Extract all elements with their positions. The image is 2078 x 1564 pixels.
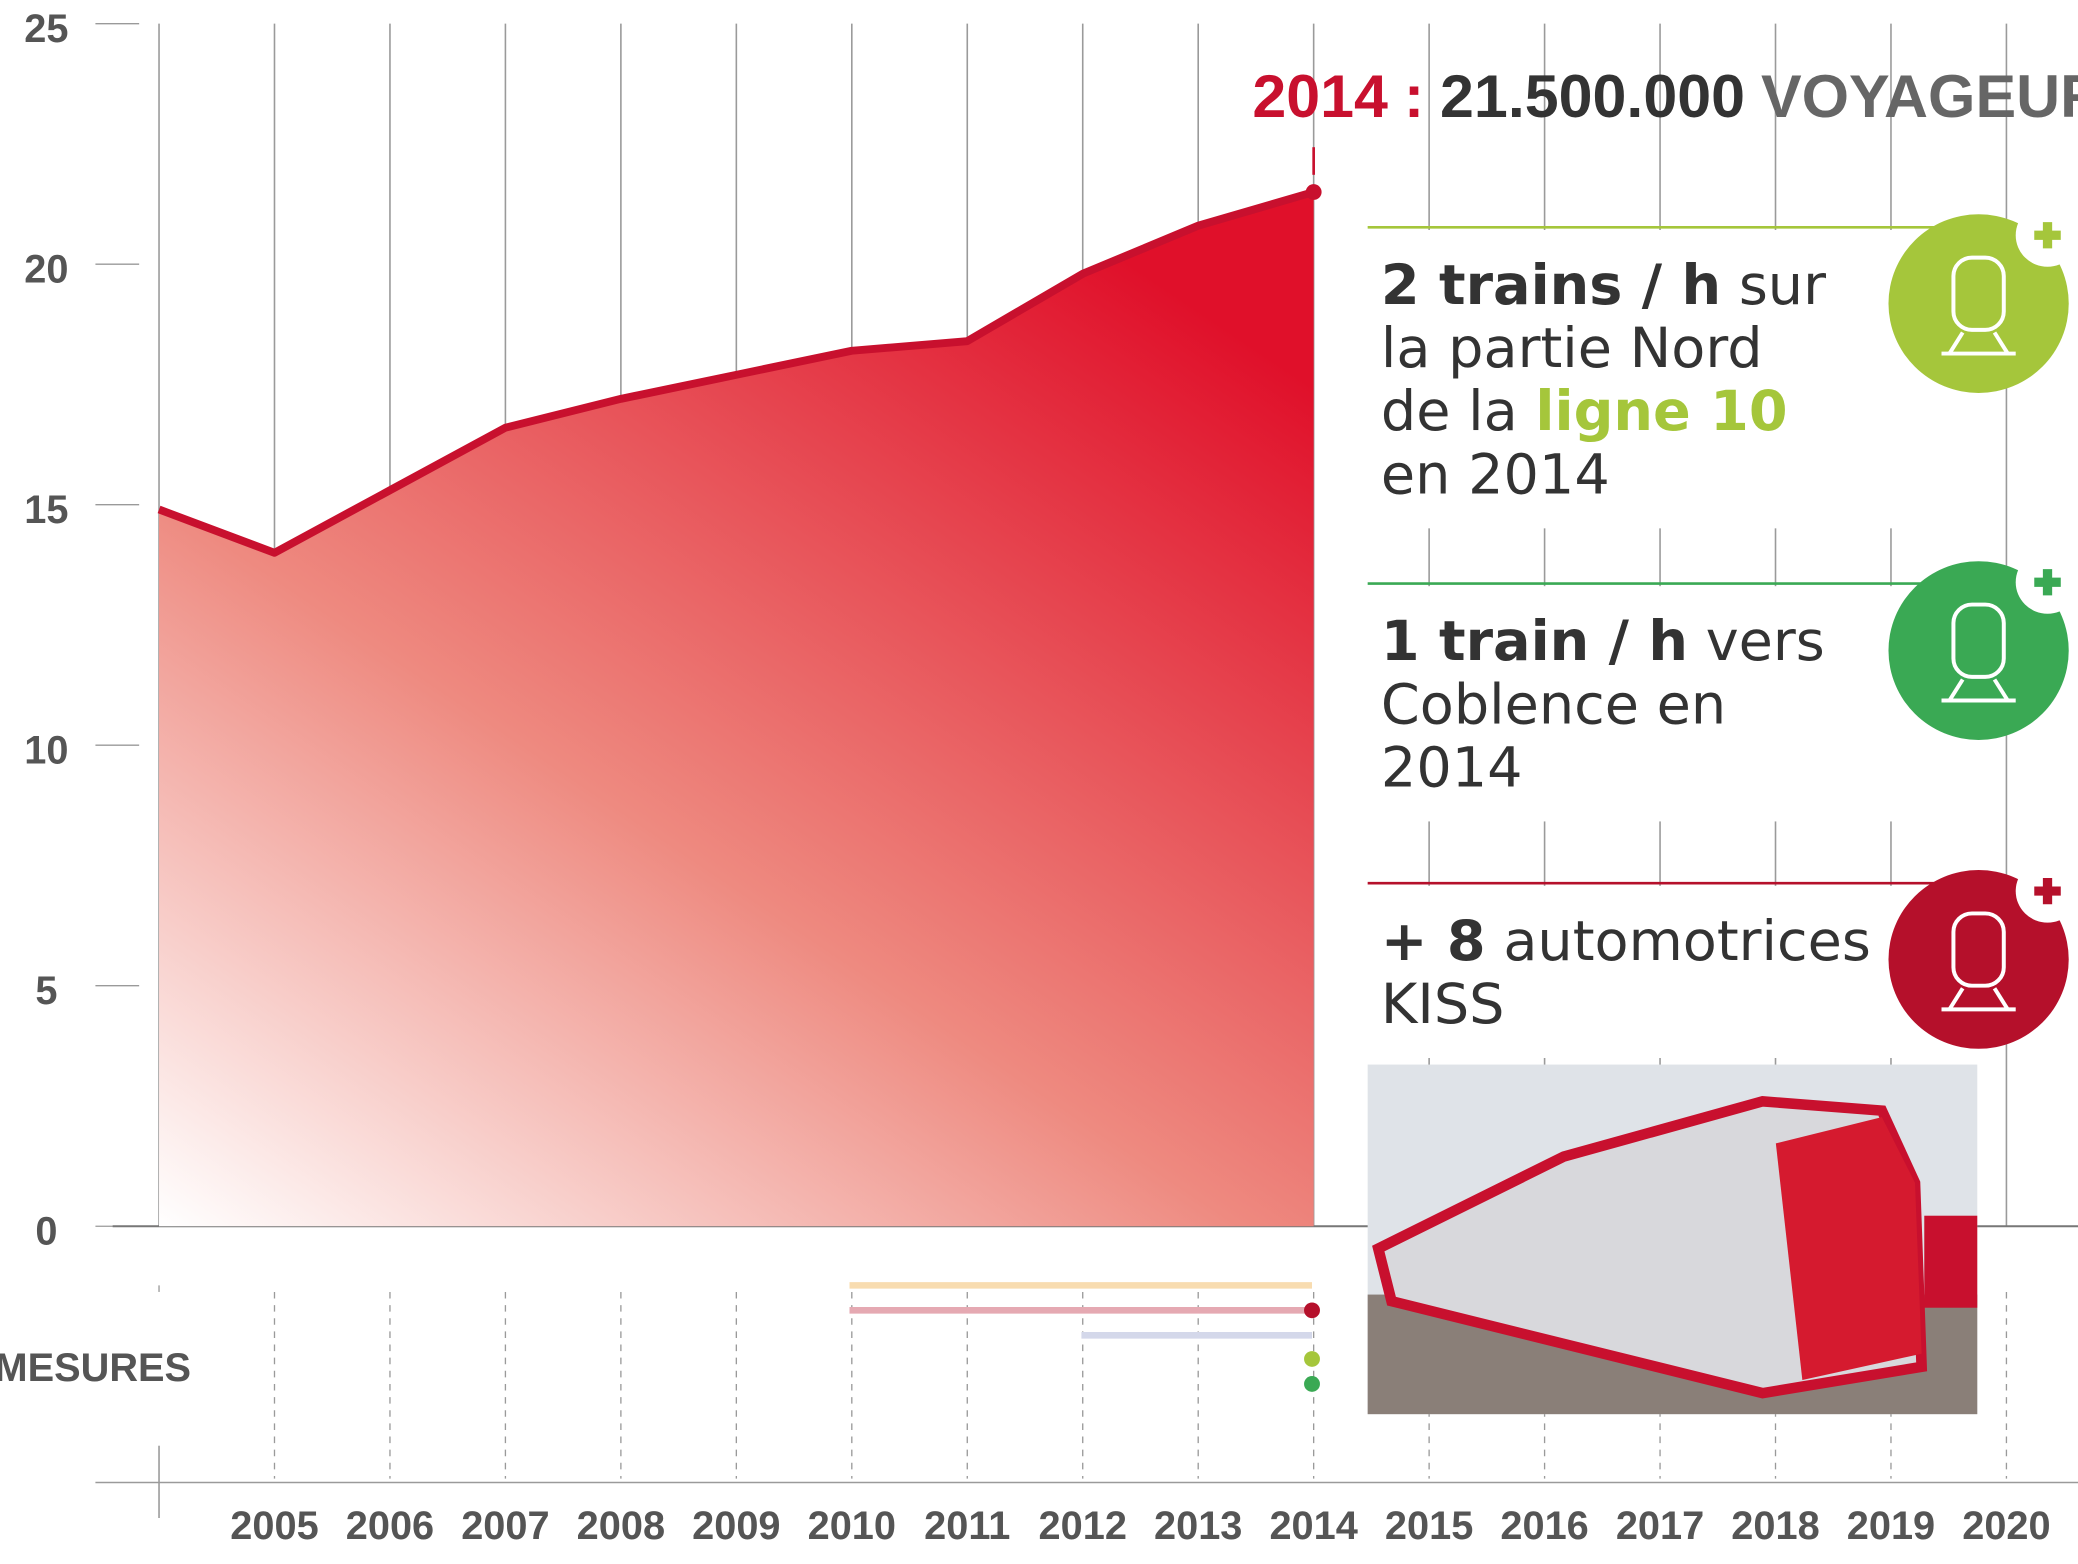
icon-bg (1888, 214, 2069, 393)
icon-train (1951, 911, 2006, 988)
x-tick-label: 2019 (1847, 1504, 1935, 1548)
annotation: 2014:21.500.000VOYAGEURS (1252, 62, 2078, 130)
x-tick-label: 2007 (461, 1504, 549, 1548)
icon-rail (1947, 331, 1965, 355)
icon-rail (1992, 331, 2010, 355)
x-tick-label: 2009 (692, 1504, 780, 1548)
info-part: + 8 (1381, 910, 1486, 974)
y-tick-label: 20 (24, 248, 68, 292)
x-tick-label: 2013 (1154, 1504, 1242, 1548)
area (159, 192, 1314, 1227)
x-tick-label: 2011 (924, 1504, 1010, 1548)
icon-rail (1992, 678, 2010, 702)
line (157, 188, 1315, 557)
info-part: sur (1721, 254, 1826, 318)
icon-plus (2034, 877, 2061, 905)
info-part: Coblence en (1381, 674, 1726, 738)
icon-plus (2034, 222, 2061, 249)
panel-bg (1367, 586, 1978, 822)
info-part: la partie Nord (1381, 317, 1763, 381)
info-part: 2014 (1381, 737, 1523, 801)
info-part: ligne 10 (1535, 381, 1787, 445)
y-tick-label: 25 (24, 7, 68, 51)
icon-rail (1992, 987, 2010, 1011)
icon-rail (1947, 987, 1965, 1011)
y-tick-label: 10 (24, 729, 68, 773)
y-tick-label: 0 (35, 1210, 57, 1254)
y-tick-label: 5 (35, 969, 57, 1013)
x-tick-label: 2016 (1500, 1504, 1588, 1548)
info-text: 2014 (1381, 737, 1523, 801)
info-text: 2 trains / h sur (1381, 254, 1826, 318)
y-tick-label: 15 (24, 488, 68, 532)
info-text: de la ligne 10 (1381, 381, 1788, 445)
x-tick-label: 2012 (1039, 1504, 1127, 1548)
info-part: automotrices (1486, 910, 1871, 974)
info-part: vers (1688, 611, 1825, 675)
icon-bg (1888, 561, 2069, 740)
x-tick-label: 2010 (808, 1504, 896, 1548)
icon-bg (1888, 870, 2069, 1049)
measure-dot (1304, 1302, 1320, 1319)
x-tick-label: 2015 (1385, 1504, 1473, 1548)
info-part: 1 train / h (1381, 611, 1688, 675)
panel-bg (1367, 885, 1978, 1058)
annotation-part: 21.500.000 (1440, 62, 1745, 130)
icon-train (1951, 255, 2006, 332)
icon-train (1951, 602, 2006, 679)
measure-dot (1304, 1376, 1320, 1392)
x-tick-label: 2018 (1731, 1504, 1819, 1548)
x-tick-label: 2020 (1962, 1504, 2050, 1548)
panel-bg (1367, 230, 1978, 529)
info-text: + 8 automotrices (1381, 910, 1871, 974)
x-tick-label: 2008 (577, 1504, 665, 1548)
info-text: Coblence en (1381, 674, 1726, 738)
x-tick-label: 2017 (1616, 1504, 1704, 1548)
info-text: 1 train / h vers (1381, 611, 1825, 675)
icon-rail (1947, 678, 1965, 702)
info-part: en 2014 (1381, 444, 1610, 508)
annotation-part: 2014 (1252, 62, 1388, 130)
photo-nose (1775, 1117, 1922, 1380)
annotation-part: VOYAGEURS (1761, 62, 2078, 130)
measure-dot (1304, 1351, 1320, 1367)
info-part: 2 trains / h (1381, 254, 1721, 318)
x-tick-label: 2005 (230, 1504, 318, 1548)
x-tick-label: 2006 (346, 1504, 434, 1548)
end-point (1305, 184, 1322, 200)
photo-train2 (1924, 1215, 1978, 1308)
row-label: MESURES (0, 1346, 191, 1390)
x-tick-label: 2014 (1269, 1504, 1357, 1548)
icon-plus (2034, 569, 2061, 596)
info-text: la partie Nord (1381, 317, 1763, 381)
annotation-part: : (1404, 62, 1424, 130)
measures (849, 1282, 1320, 1392)
info-text: KISS (1381, 973, 1505, 1037)
info-part: de la (1381, 381, 1536, 445)
info-part: KISS (1381, 973, 1505, 1037)
info-text: en 2014 (1381, 444, 1610, 508)
